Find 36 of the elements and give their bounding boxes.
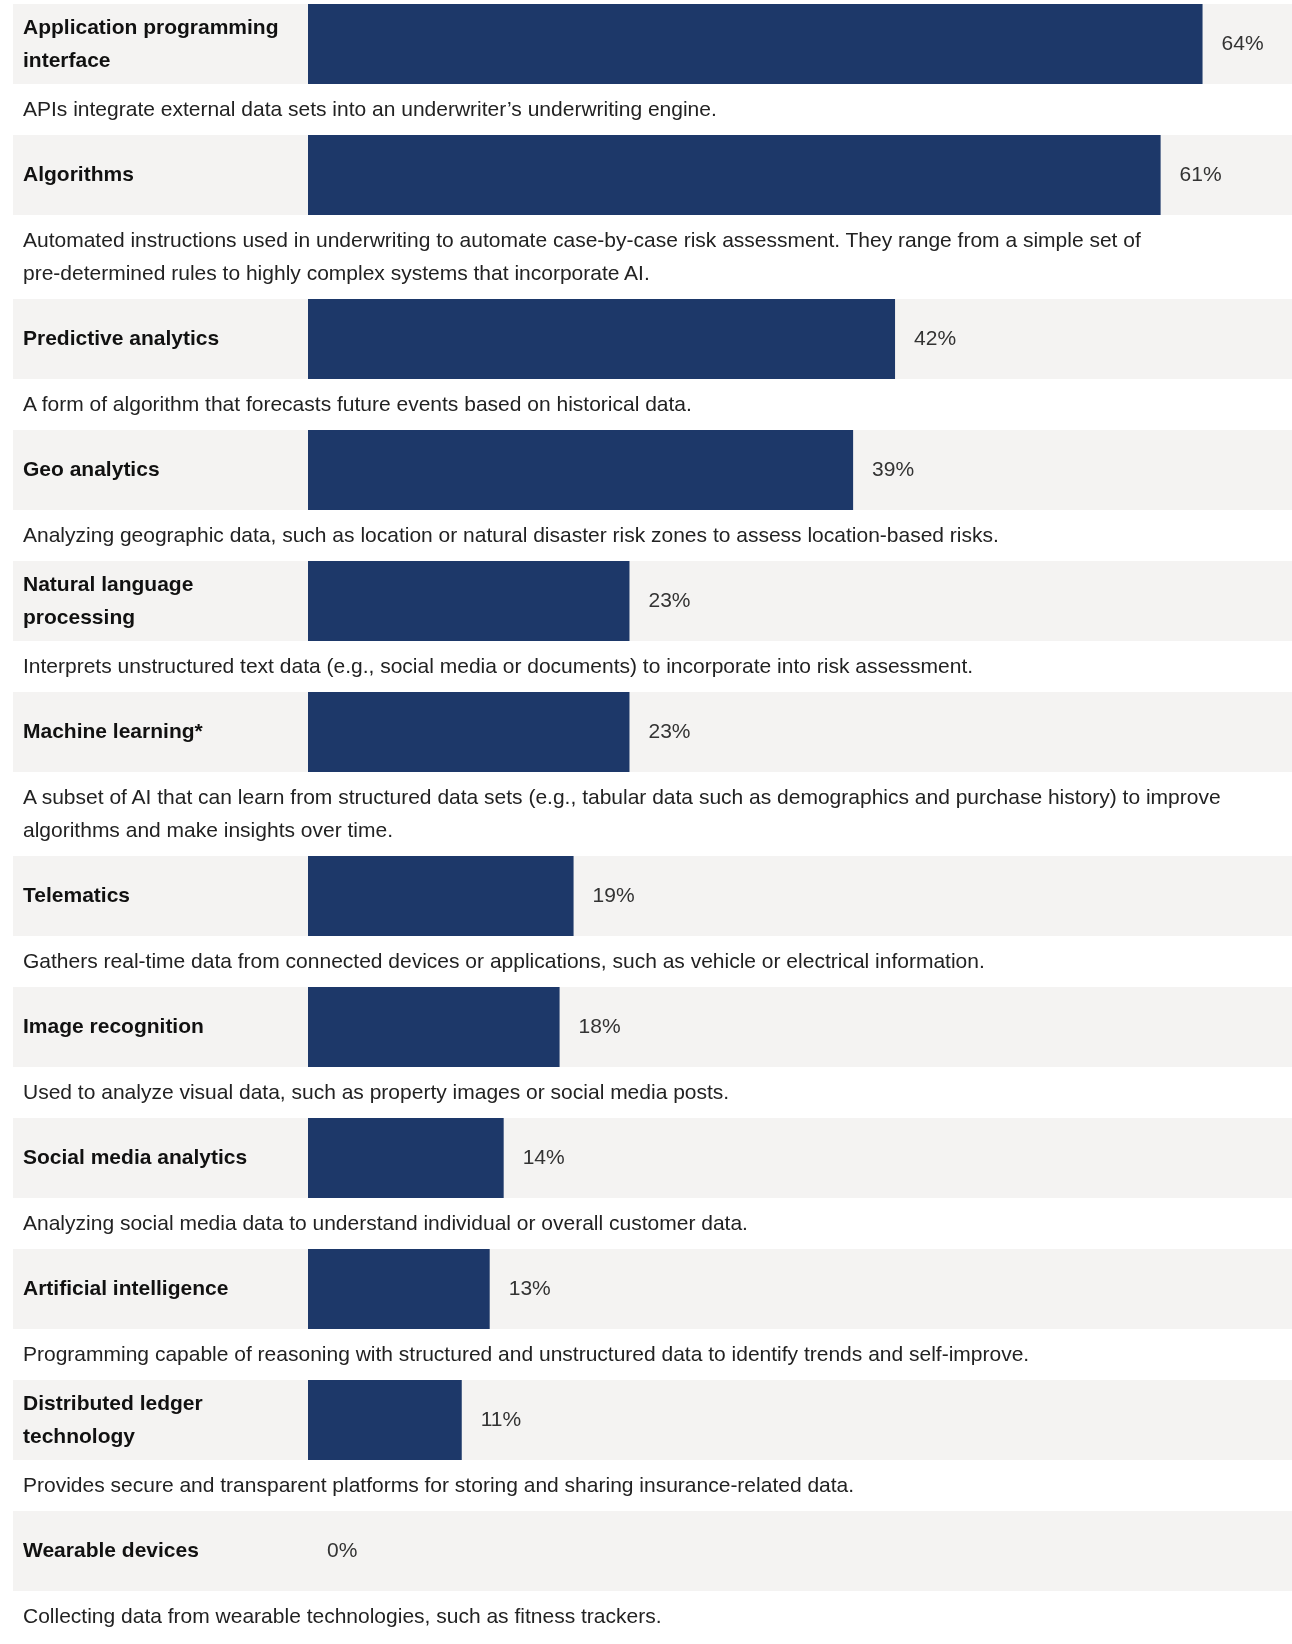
data-label: 42%	[914, 326, 957, 349]
annotation: Analyzing geographic data, such as location or natural disaster risk zones to assess location-based risks.	[23, 523, 999, 546]
data-label: 13%	[508, 1276, 551, 1299]
data-label: 61%	[1179, 162, 1222, 185]
y-tick-label: Social media analytics	[23, 1145, 248, 1168]
annotation: A form of algorithm that forecasts future events based on historical data.	[23, 392, 692, 415]
annotation: Provides secure and transparent platforms for storing and sharing insurance-related data.	[23, 1473, 855, 1496]
data-label: 64%	[1221, 31, 1264, 54]
annotation: A subset of AI that can learn from structured data sets (e.g., tabular data such as demographics and purchase history) to improve algorithms and make insights over time.	[23, 785, 1221, 841]
data-label: 18%	[578, 1014, 621, 1037]
annotation: APIs integrate external data sets into an underwriter’s underwriting engine.	[23, 97, 717, 120]
data-label: 23%	[648, 588, 691, 611]
annotation: Programming capable of reasoning with structured and unstructured data to identify trends and self-improve.	[23, 1342, 1030, 1365]
y-tick-label: Image recognition	[23, 1014, 204, 1037]
annotation: Interprets unstructured text data (e.g., social media or documents) to incorporate into risk assessment.	[23, 654, 974, 677]
data-label: 23%	[648, 719, 691, 742]
y-tick-label: Natural language processing	[23, 571, 194, 628]
annotation: Analyzing social media data to understand individual or overall customer data.	[23, 1211, 748, 1234]
annotation: Gathers real-time data from connected devices or applications, such as vehicle or electrical information.	[23, 949, 985, 972]
data-label: 14%	[522, 1145, 565, 1168]
y-tick-label: Artificial intelligence	[23, 1276, 229, 1299]
data-label: 19%	[592, 883, 635, 906]
y-tick-label: Algorithms	[23, 162, 134, 185]
data-label: 0%	[327, 1538, 358, 1561]
annotation: Automated instructions used in underwriting to automate case-by-case risk assessment. They range from a simple set of pre-determined rules to highly complex systems that incorporate AI.	[23, 228, 1141, 284]
y-tick-label: Geo analytics	[23, 457, 160, 480]
y-tick-label: Machine learning*	[23, 719, 204, 742]
data-label: 11%	[480, 1407, 522, 1430]
y-tick-label: Wearable devices	[23, 1538, 199, 1561]
data-label: 39%	[872, 457, 915, 480]
y-tick-label: Telematics	[23, 883, 130, 906]
y-tick-label: Predictive analytics	[23, 326, 220, 349]
y-tick-label: Application programming interface	[23, 14, 279, 71]
annotation: Used to analyze visual data, such as property images or social media posts.	[23, 1080, 730, 1103]
y-tick-label: Distributed ledger technology	[23, 1390, 203, 1447]
annotation: Collecting data from wearable technologies, such as fitness trackers.	[23, 1604, 662, 1627]
